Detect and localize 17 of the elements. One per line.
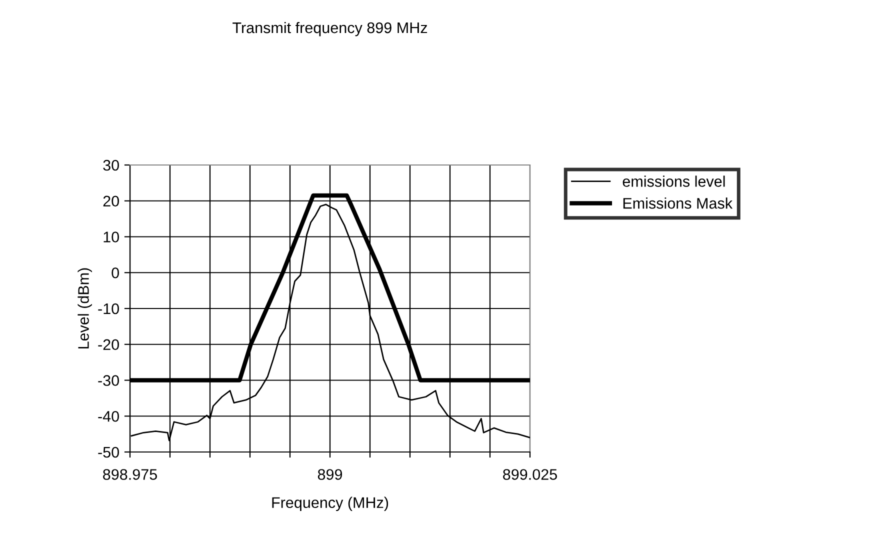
x-tick-label: 898.975 [103, 469, 157, 480]
x-tick-label: 899 [318, 469, 342, 480]
y-tick-label: -40 [98, 410, 119, 422]
legend-label: emissions level [622, 176, 725, 187]
x-axis-title: Frequency (MHz) [272, 496, 388, 512]
y-tick-label: 10 [104, 232, 119, 242]
y-tick-label: -10 [98, 303, 119, 314]
y-tick-label: 20 [103, 196, 119, 207]
y-tick-label: 30 [103, 160, 119, 171]
chart-title: Transmit frequency 899 MHz [232, 22, 428, 36]
x-tick-label: 899.025 [503, 469, 557, 480]
y-tick-label: -50 [98, 446, 119, 458]
y-tick-label: 0 [112, 267, 119, 278]
y-tick-label: -20 [98, 339, 119, 350]
y-tick-label: -30 [98, 375, 119, 386]
y-axis-title: Level (dBm) [78, 268, 92, 348]
legend-label: Emissions Mask [623, 198, 733, 209]
